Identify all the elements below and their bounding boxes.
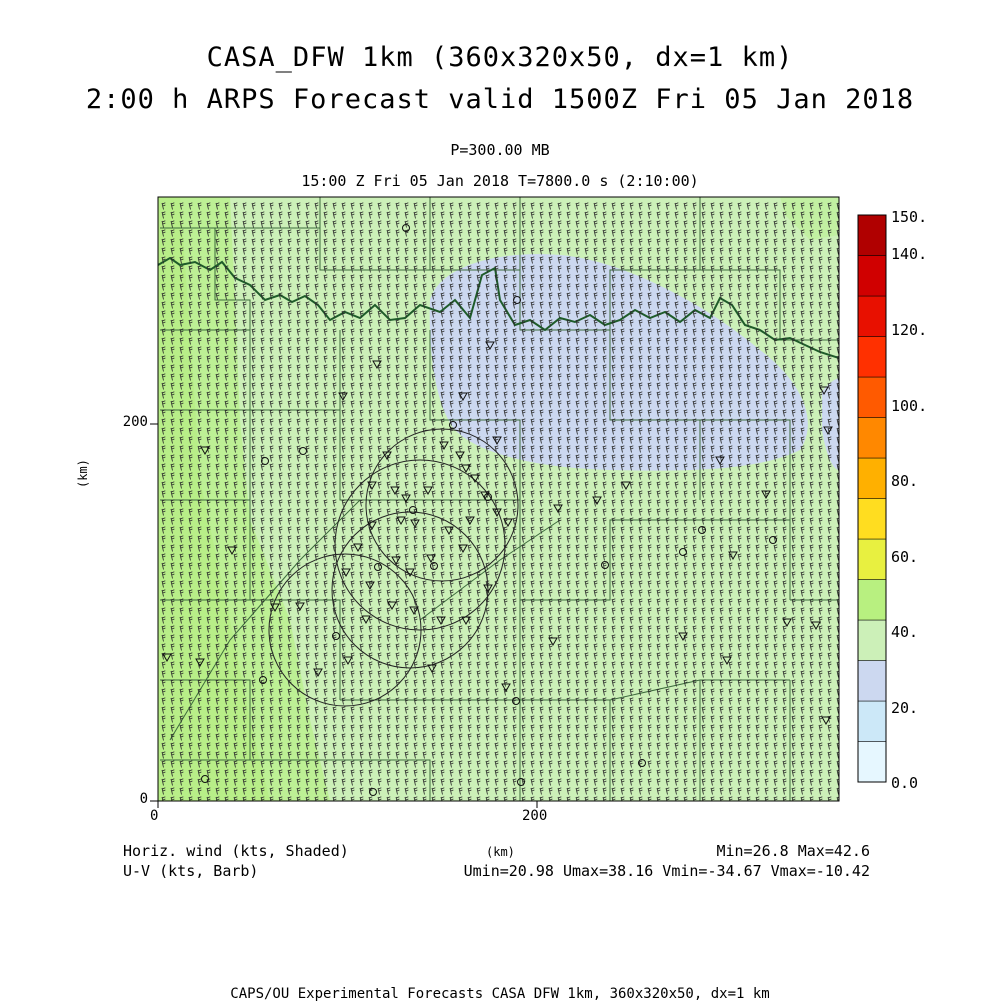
wind-barbs bbox=[161, 202, 839, 801]
shaded-field-label: Horiz. wind (kts, Shaded) bbox=[123, 842, 349, 860]
valid-time-label: 15:00 Z Fri 05 Jan 2018 T=7800.0 s (2:10… bbox=[301, 172, 699, 190]
color-bar-label: 140. bbox=[891, 245, 928, 263]
color-bar-label: 0.0 bbox=[891, 774, 919, 792]
color-bar-segment bbox=[857, 457, 887, 499]
station-circle-marker bbox=[259, 676, 267, 684]
color-bar-label: 120. bbox=[891, 321, 928, 339]
pressure-level-label: P=300.00 MB bbox=[450, 141, 550, 159]
x-axis-label: (km) bbox=[486, 845, 515, 859]
min-max-readout: Min=26.8 Max=42.6 bbox=[716, 842, 870, 860]
color-bar-label: 60. bbox=[891, 548, 919, 566]
station-triangle-markers bbox=[162, 341, 833, 726]
color-bar-label: 100. bbox=[891, 397, 928, 415]
station-circle-marker bbox=[430, 562, 438, 570]
station-circle-marker bbox=[512, 697, 520, 705]
color-bar-segment bbox=[857, 295, 887, 337]
footer-credit: CAPS/OU Experimental Forecasts CASA DFW … bbox=[230, 986, 770, 1002]
station-circle-marker bbox=[409, 506, 417, 514]
station-circle-marker bbox=[517, 778, 525, 786]
station-circle-marker bbox=[698, 526, 706, 534]
color-bar-segment bbox=[857, 255, 887, 297]
station-circle-marker bbox=[601, 561, 609, 569]
station-circle-marker bbox=[402, 224, 410, 232]
y-tick-label: 0 bbox=[139, 791, 148, 807]
station-circle-marker bbox=[679, 548, 687, 556]
plot-title: CASA_DFW 1km (360x320x50, dx=1 km) bbox=[206, 42, 794, 73]
barb-field-label: U-V (kts, Barb) bbox=[123, 862, 259, 880]
station-circle-marker bbox=[332, 632, 340, 640]
color-bar-segment bbox=[857, 619, 887, 661]
station-circle-marker bbox=[374, 563, 382, 571]
wind-field-high-ne bbox=[780, 197, 839, 240]
x-tick-label: 200 bbox=[522, 808, 548, 824]
station-circle-marker bbox=[638, 759, 646, 767]
color-bar bbox=[857, 214, 887, 783]
state-boundary-line bbox=[158, 256, 839, 359]
color-bar-label: 20. bbox=[891, 699, 919, 717]
station-circle-marker bbox=[484, 493, 492, 501]
station-circle-marker bbox=[201, 775, 209, 783]
county-boundaries bbox=[160, 197, 839, 801]
station-circle-marker bbox=[299, 447, 307, 455]
color-bar-segment bbox=[857, 741, 887, 783]
uv-min-max-readout: Umin=20.98 Umax=38.16 Vmin=-34.67 Vmax=-… bbox=[463, 862, 870, 880]
color-bar-segment bbox=[857, 579, 887, 621]
wind-field-high-core bbox=[158, 197, 270, 801]
wind-field-low-edge bbox=[822, 378, 839, 470]
map-field bbox=[158, 197, 839, 801]
color-bar-segment bbox=[857, 214, 887, 256]
color-bar-segment bbox=[857, 538, 887, 580]
color-bar-frame bbox=[857, 214, 887, 783]
color-bar-label: 80. bbox=[891, 472, 919, 490]
station-circle-marker bbox=[261, 457, 269, 465]
color-bar-label: 40. bbox=[891, 623, 919, 641]
color-bar-label: 150. bbox=[891, 208, 928, 226]
axis-ticks bbox=[150, 423, 538, 808]
y-axis-label: (km) bbox=[76, 459, 90, 488]
y-tick-label: 200 bbox=[122, 414, 148, 430]
station-circle-marker bbox=[449, 421, 457, 429]
x-tick-label: 0 bbox=[150, 808, 159, 824]
color-bar-segment bbox=[857, 336, 887, 378]
station-circle-marker bbox=[513, 296, 521, 304]
wind-barb-field bbox=[161, 202, 839, 801]
color-bar-segment bbox=[857, 417, 887, 459]
station-circle-marker bbox=[769, 536, 777, 544]
station-markers bbox=[162, 224, 833, 796]
plot-frame bbox=[157, 196, 840, 802]
color-bar-segment bbox=[857, 498, 887, 540]
wind-field-low-region bbox=[429, 254, 808, 471]
color-bar-segment bbox=[857, 660, 887, 702]
color-bar-segment bbox=[857, 376, 887, 418]
color-bar-segment bbox=[857, 700, 887, 742]
plot-subtitle: 2:00 h ARPS Forecast valid 1500Z Fri 05 … bbox=[85, 84, 915, 115]
station-circle-marker bbox=[369, 788, 377, 796]
